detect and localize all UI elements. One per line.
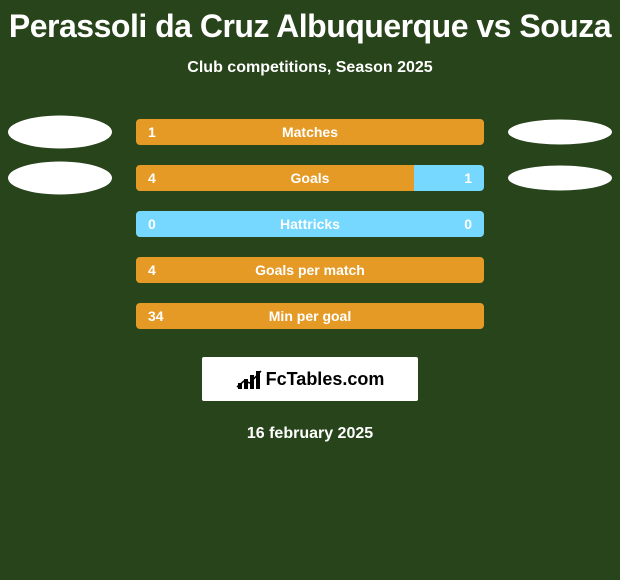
date-label: 16 february 2025 bbox=[247, 425, 373, 443]
player-avatar-right bbox=[508, 166, 612, 191]
bar-track: 00Hattricks bbox=[136, 211, 484, 237]
bar-value-left: 34 bbox=[148, 308, 164, 324]
logo-box[interactable]: FcTables.com bbox=[202, 357, 418, 401]
bar-row: 34Min per goal bbox=[0, 303, 620, 329]
bar-track: 4Goals per match bbox=[136, 257, 484, 283]
logo-chart-icon bbox=[236, 369, 262, 389]
bar-segment-right: 0 bbox=[310, 211, 484, 237]
bar-row: 1Matches bbox=[0, 119, 620, 145]
bar-value-right: 1 bbox=[464, 170, 472, 186]
bar-value-left: 1 bbox=[148, 124, 156, 140]
bar-track: 34Min per goal bbox=[136, 303, 484, 329]
bar-value-left: 4 bbox=[148, 262, 156, 278]
player-avatar-left bbox=[8, 116, 112, 149]
bar-row: 4Goals per match bbox=[0, 257, 620, 283]
bar-segment-left: 0 bbox=[136, 211, 310, 237]
bar-value-left: 4 bbox=[148, 170, 156, 186]
bar-segment-left: 34 bbox=[136, 303, 484, 329]
bar-row: 41Goals bbox=[0, 165, 620, 191]
bar-segment-left: 1 bbox=[136, 119, 484, 145]
bar-track: 1Matches bbox=[136, 119, 484, 145]
player-avatar-left bbox=[8, 162, 112, 195]
logo-text: FcTables.com bbox=[266, 369, 385, 390]
content-container: Perassoli da Cruz Albuquerque vs Souza C… bbox=[0, 0, 620, 580]
bar-segment-right: 1 bbox=[414, 165, 484, 191]
bar-segment-left: 4 bbox=[136, 257, 484, 283]
player-avatar-right bbox=[508, 120, 612, 145]
bar-value-right: 0 bbox=[464, 216, 472, 232]
bar-value-left: 0 bbox=[148, 216, 156, 232]
bars-container: 1Matches41Goals00Hattricks4Goals per mat… bbox=[0, 119, 620, 329]
page-title: Perassoli da Cruz Albuquerque vs Souza bbox=[9, 8, 611, 45]
bar-segment-left: 4 bbox=[136, 165, 414, 191]
subtitle: Club competitions, Season 2025 bbox=[187, 59, 432, 77]
bar-row: 00Hattricks bbox=[0, 211, 620, 237]
bar-track: 41Goals bbox=[136, 165, 484, 191]
